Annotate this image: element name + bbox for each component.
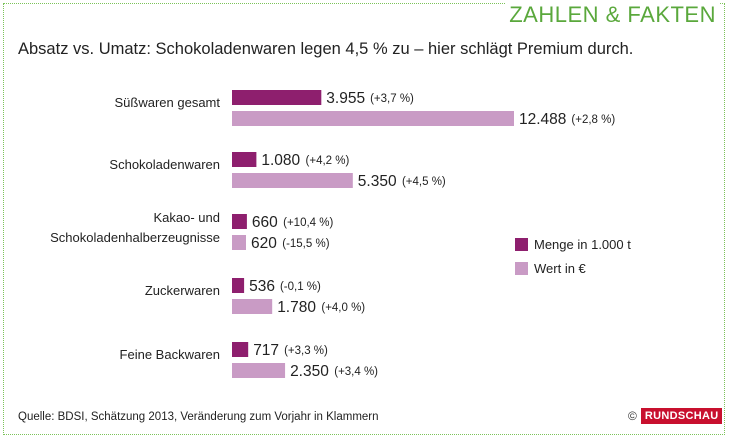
- category-label: Zuckerwaren: [145, 283, 220, 298]
- bar-menge: [232, 278, 245, 293]
- bar-wert: [232, 235, 247, 250]
- chart-frame: [3, 3, 725, 435]
- legend-swatch-menge: [515, 238, 528, 251]
- change-label: (+3,4 %): [334, 366, 378, 378]
- bar-menge: [232, 90, 322, 105]
- value-label: 3.955: [326, 90, 365, 107]
- change-label: (+4,0 %): [321, 302, 365, 314]
- bar-wert: [232, 299, 273, 314]
- legend-label: Wert in €: [534, 261, 587, 276]
- change-label: (-0,1 %): [280, 281, 321, 293]
- value-label: 12.488: [519, 111, 566, 128]
- publisher-logo: © RUNDSCHAU: [628, 408, 723, 424]
- bar-menge: [232, 214, 247, 229]
- value-label: 536: [249, 278, 275, 295]
- category-label: Schokoladenwaren: [109, 157, 220, 172]
- legend-label: Menge in 1.000 t: [534, 237, 631, 252]
- change-label: (+2,8 %): [571, 114, 615, 126]
- legend-swatch-wert: [515, 262, 528, 275]
- header-tag: ZAHLEN & FAKTEN: [505, 2, 720, 28]
- category-label: Süßwaren gesamt: [115, 95, 221, 110]
- value-label: 660: [252, 214, 278, 231]
- copyright-symbol: ©: [628, 409, 637, 423]
- value-label: 5.350: [358, 173, 397, 190]
- value-label: 1.780: [277, 299, 316, 316]
- bar-menge: [232, 342, 249, 357]
- bar-wert: [232, 173, 353, 188]
- change-label: (-15,5 %): [282, 238, 329, 250]
- chart-title: Absatz vs. Umatz: Schokoladenwaren legen…: [18, 40, 634, 58]
- bar-wert: [232, 111, 514, 126]
- source-note: Quelle: BDSI, Schätzung 2013, Veränderun…: [18, 411, 379, 423]
- change-label: (+4,2 %): [306, 155, 350, 167]
- change-label: (+10,4 %): [283, 217, 333, 229]
- value-label: 717: [253, 342, 279, 359]
- value-label: 620: [251, 235, 277, 252]
- category-label: Feine Backwaren: [120, 347, 220, 362]
- change-label: (+3,7 %): [370, 93, 414, 105]
- change-label: (+3,3 %): [284, 345, 328, 357]
- logo-text: RUNDSCHAU: [640, 408, 723, 424]
- change-label: (+4,5 %): [402, 176, 446, 188]
- category-label: Kakao- und Schokoladenhalberzeugnisse: [50, 210, 220, 245]
- bar-menge: [232, 152, 257, 167]
- value-label: 2.350: [290, 363, 329, 380]
- bar-wert: [232, 363, 286, 378]
- value-label: 1.080: [261, 152, 300, 169]
